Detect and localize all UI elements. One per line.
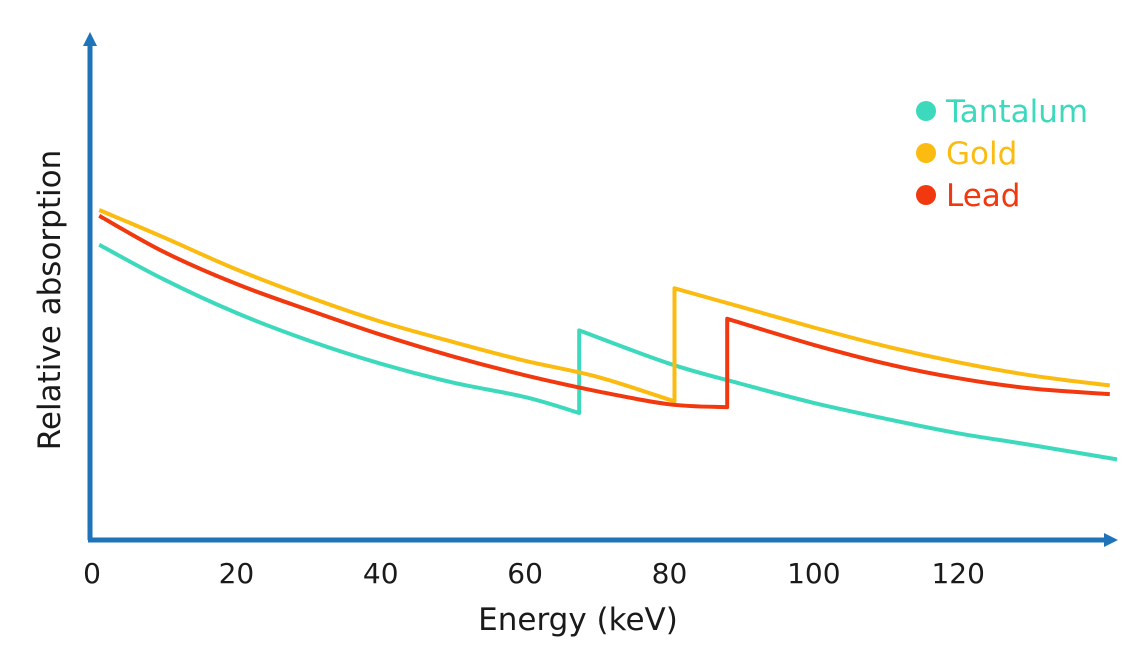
x-axis-arrow-icon [1104, 533, 1118, 547]
x-tick-label: 60 [507, 557, 543, 590]
legend-label-gold: Gold [946, 136, 1017, 172]
axes [83, 32, 1118, 547]
series-line-tantalum [98, 243, 1118, 462]
legend-label-lead: Lead [946, 178, 1020, 214]
legend-label-tantalum: Tantalum [945, 94, 1088, 130]
x-tick-label: 20 [219, 557, 255, 590]
y-axis-arrow-icon [83, 32, 97, 46]
y-axis-title: Relative absorption [32, 150, 68, 450]
legend: Tantalum Gold Lead [916, 94, 1088, 214]
x-tick-labels: 0 20 40 60 80 100 120 [83, 557, 985, 590]
series-line-gold [98, 208, 1111, 404]
x-tick-label: 40 [363, 557, 399, 590]
x-tick-label: 120 [931, 557, 984, 590]
legend-marker-lead [916, 185, 936, 205]
series-line-lead [98, 214, 1110, 410]
x-tick-label: 100 [787, 557, 840, 590]
x-tick-label: 80 [652, 557, 688, 590]
series-layer [98, 208, 1118, 462]
x-tick-label: 0 [83, 557, 101, 590]
legend-marker-gold [916, 143, 936, 163]
x-axis-title: Energy (keV) [478, 602, 678, 638]
legend-marker-tantalum [916, 101, 936, 121]
